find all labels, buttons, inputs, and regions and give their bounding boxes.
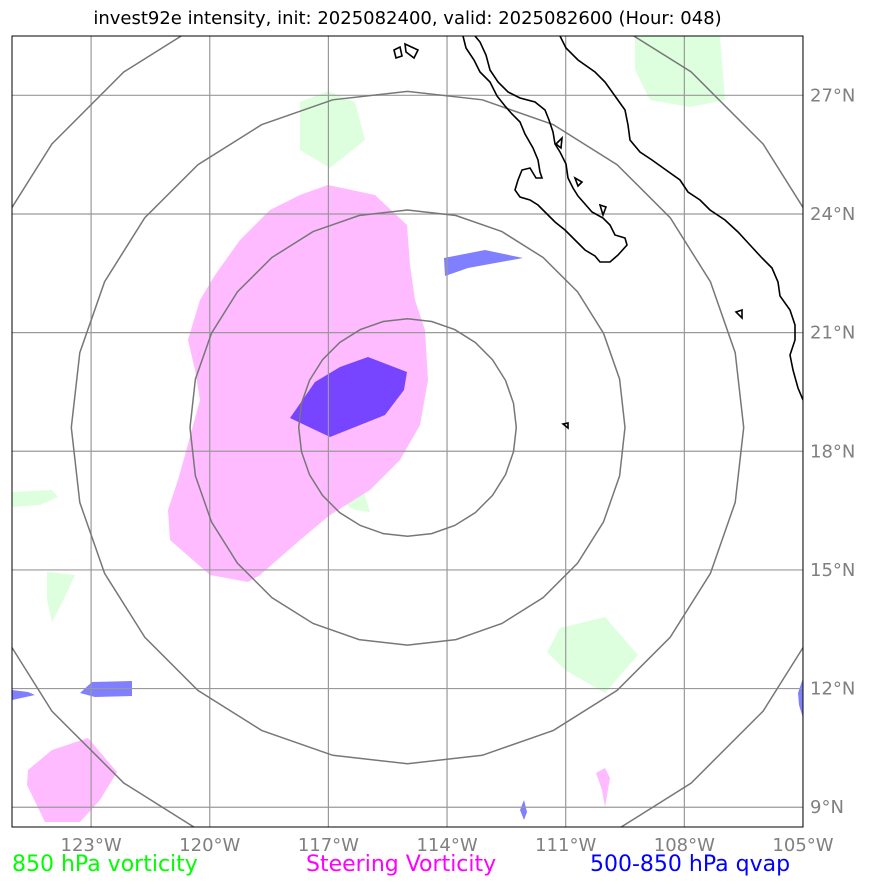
range-ring (12, 36, 803, 827)
island-coastline (561, 422, 569, 430)
longitude-tick-label: 105°W (772, 835, 833, 856)
latitude-tick-label: 18°N (810, 441, 855, 462)
vorticity-850-area (12, 490, 58, 507)
steering-vorticity-area (596, 768, 610, 807)
steering-vorticity-area (168, 185, 428, 582)
range-rings (12, 36, 803, 827)
qvap-area (444, 250, 523, 276)
legend-qvap: 500-850 hPa qvap (590, 852, 791, 877)
qvap-area (12, 690, 35, 700)
plot-frame (11, 35, 804, 828)
map-plot-area (12, 36, 803, 827)
steering-vorticity-area (27, 738, 117, 822)
longitude-tick-label: 108°W (654, 835, 715, 856)
longitude-tick-label: 114°W (416, 835, 477, 856)
vorticity-850-area (547, 617, 638, 693)
latitude-tick-label: 12°N (810, 679, 855, 700)
legend-850-vorticity: 850 hPa vorticity (12, 852, 198, 877)
latitude-tick-labels: 9°N 12°N 15°N 18°N 21°N 24°N 27°N (810, 85, 855, 818)
vorticity-850-area (300, 91, 365, 168)
island-coastline (393, 45, 403, 60)
vorticity-850-area (635, 36, 725, 107)
vorticity-850-area (47, 572, 75, 622)
mainland-mexico-coastline (559, 36, 803, 401)
island-coastline (554, 135, 564, 150)
longitude-tick-label: 111°W (535, 835, 596, 856)
range-ring (70, 90, 745, 765)
latitude-tick-label: 9°N (810, 797, 844, 818)
island-coastline (598, 203, 608, 218)
longitude-tick-label: 120°W (179, 835, 240, 856)
vorticity-overlap-area (290, 357, 407, 437)
longitude-tick-label: 117°W (298, 835, 359, 856)
latitude-tick-label: 15°N (810, 560, 855, 581)
range-ring (297, 318, 518, 538)
qvap-area (520, 800, 527, 820)
longitude-tick-labels: 123°W 120°W 117°W 114°W 111°W 108°W 105°W (61, 835, 834, 856)
latitude-tick-label: 27°N (810, 85, 855, 106)
island-coastline (573, 176, 584, 188)
island-coastline (404, 42, 420, 60)
map-title: invest92e intensity, init: 2025082400, v… (93, 8, 722, 29)
steering-vorticity-layer (27, 185, 610, 822)
baja-california-coastline (462, 36, 628, 263)
qvap-layer (12, 250, 803, 820)
gridlines (12, 36, 803, 827)
latitude-tick-label: 21°N (810, 323, 855, 344)
range-ring (189, 209, 626, 646)
legend-steering-vorticity: Steering Vorticity (306, 852, 497, 877)
latitude-tick-label: 24°N (810, 204, 855, 225)
coastline (393, 36, 803, 430)
longitude-tick-label: 123°W (61, 835, 122, 856)
island-coastline (734, 308, 743, 320)
